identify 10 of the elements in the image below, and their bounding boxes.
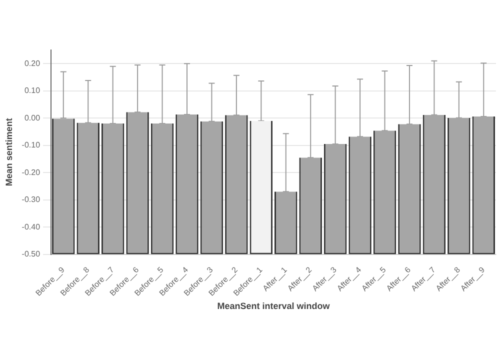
y-tick-label: 0.10 xyxy=(24,86,41,96)
y-tick-label: -0.10 xyxy=(22,140,41,150)
y-tick-label: -0.30 xyxy=(22,195,41,204)
x-axis-title: MeanSent interval window xyxy=(217,301,331,312)
y-tick-label: -0.50 xyxy=(22,250,41,259)
y-tick-label: 0.00 xyxy=(24,113,41,122)
y-tick-label: -0.20 xyxy=(22,168,41,177)
y-axis-title: Mean sentiment xyxy=(4,118,14,186)
y-tick-label: -0.40 xyxy=(22,222,41,232)
y-tick-label: 0.20 xyxy=(24,58,41,68)
